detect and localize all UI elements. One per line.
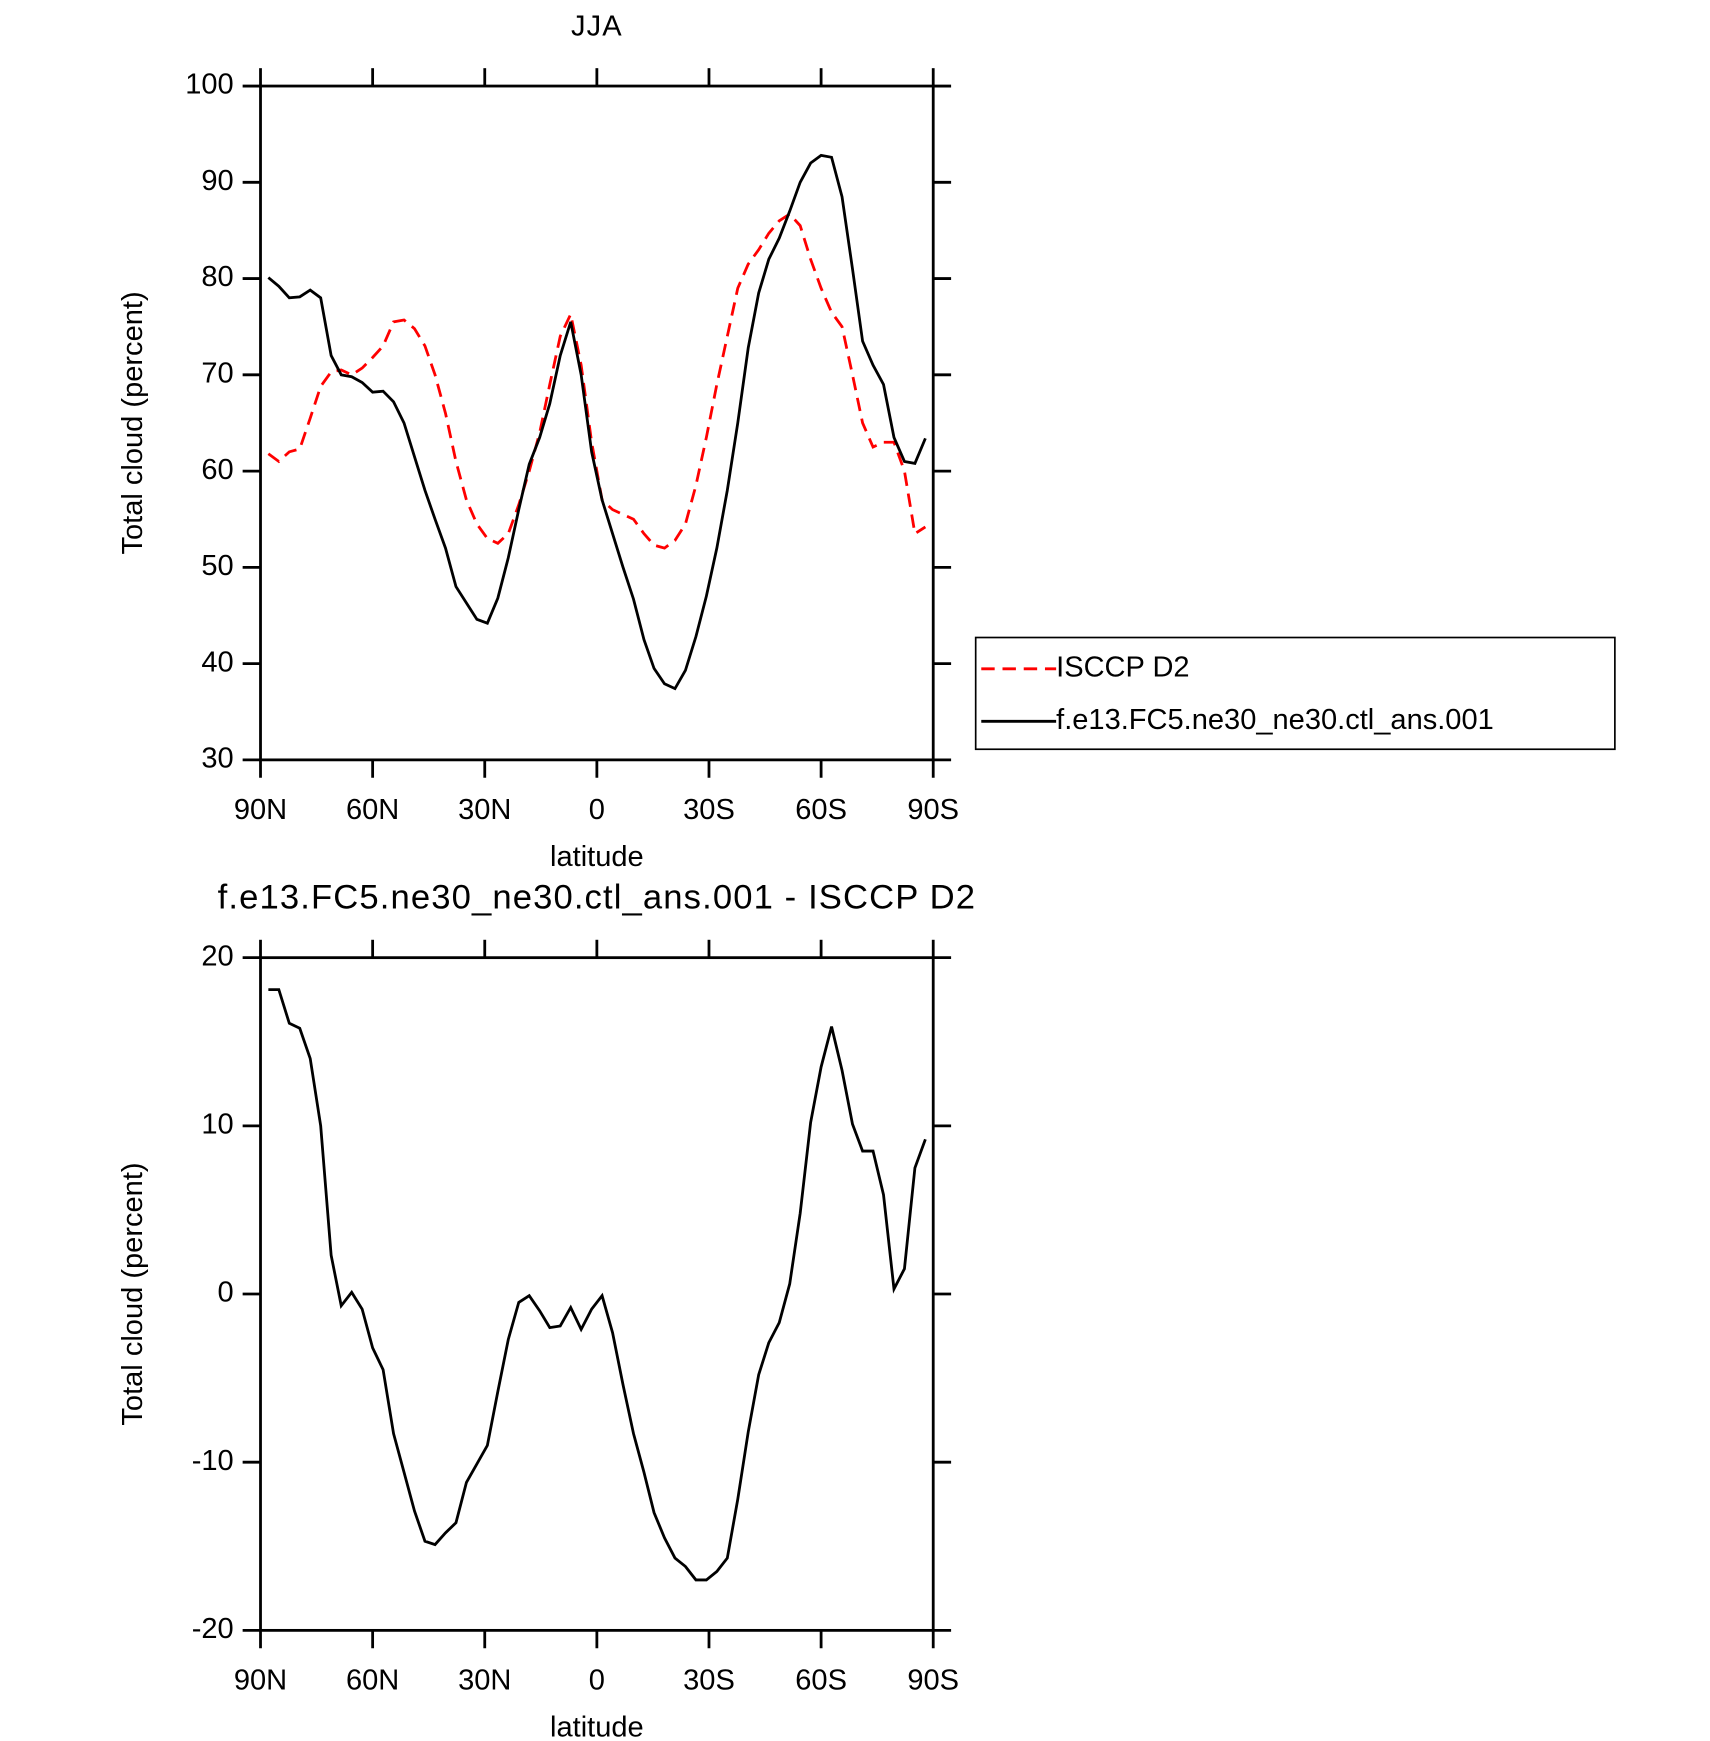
y-tick-label: 80: [201, 261, 233, 293]
x-tick-label: 30N: [458, 794, 511, 826]
y-tick-label: 50: [201, 550, 233, 582]
y-tick-label: 0: [218, 1277, 234, 1309]
x-tick-label: 60S: [795, 794, 847, 826]
data-line: [267, 212, 927, 550]
x-tick-label: 0: [589, 794, 605, 826]
y-tick-label: 100: [185, 69, 233, 101]
x-tick-label: 60N: [346, 1664, 399, 1696]
legend-label: ISCCP D2: [1056, 651, 1189, 683]
chart-title: JJA: [571, 11, 623, 43]
x-axis-label: latitude: [550, 841, 644, 873]
y-tick-label: 70: [201, 357, 233, 389]
x-tick-label: 90N: [234, 1664, 287, 1696]
x-tick-label: 30S: [683, 794, 735, 826]
y-tick-label: 10: [201, 1109, 233, 1141]
x-tick-label: 0: [589, 1664, 605, 1696]
y-tick-label: -20: [192, 1613, 234, 1645]
x-axis-label: latitude: [550, 1711, 644, 1741]
x-tick-label: 60S: [795, 1664, 847, 1696]
legend: ISCCP D2 f.e13.FC5.ne30_ne30.ctl_ans.001: [974, 636, 1616, 751]
legend-label: f.e13.FC5.ne30_ne30.ctl_ans.001: [1056, 704, 1494, 736]
x-tick-label: 30S: [683, 1664, 735, 1696]
y-axis-label: Total cloud (percent): [117, 291, 149, 554]
x-tick-label: 90S: [907, 794, 959, 826]
y-tick-label: 30: [201, 743, 233, 775]
x-tick-label: 30N: [458, 1664, 511, 1696]
y-tick-label: 60: [201, 454, 233, 486]
plot-frame: [259, 956, 935, 1632]
plot-frame: [259, 84, 935, 762]
y-tick-label: -10: [192, 1445, 234, 1477]
data-line: [268, 988, 927, 1582]
x-tick-label: 90N: [234, 794, 287, 826]
y-tick-label: 90: [201, 165, 233, 197]
x-tick-label: 60N: [346, 794, 399, 826]
y-axis-label: Total cloud (percent): [117, 1162, 149, 1425]
y-tick-label: 40: [201, 646, 233, 678]
x-tick-label: 90S: [907, 1664, 959, 1696]
data-line: [267, 153, 927, 691]
y-tick-label: 20: [201, 940, 233, 972]
chart-title: f.e13.FC5.ne30_ne30.ctl_ans.001 - ISCCP …: [218, 879, 976, 917]
legend-box: [974, 636, 1616, 751]
